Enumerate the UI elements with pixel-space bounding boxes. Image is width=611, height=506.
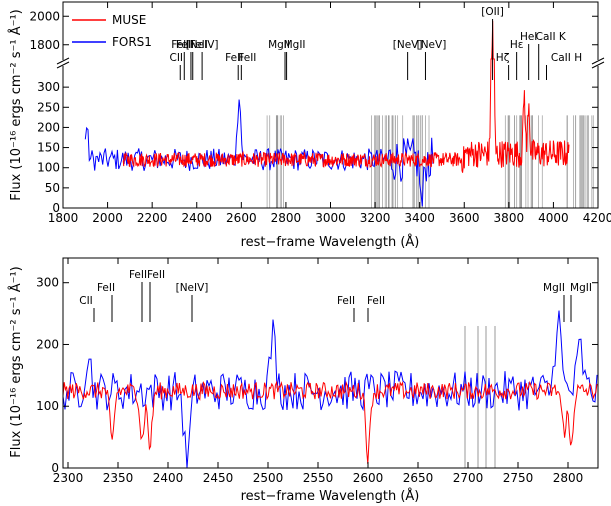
- bottom-y-ticks: 0 100 200 300: [36, 276, 598, 475]
- top-x-tick-label: 3800: [494, 211, 525, 225]
- bottom-x-tick-label: 2550: [303, 471, 334, 485]
- top-x-tick-label: 2400: [181, 211, 212, 225]
- bottom-x-tick-label: 2700: [453, 471, 484, 485]
- top-x-tick-label: 3600: [449, 211, 480, 225]
- top-x-tick-label: 3400: [404, 211, 435, 225]
- bottom-axes-frame: [62, 257, 599, 469]
- top-series-fors1: [84, 99, 434, 207]
- top-line-id-label: FeII: [225, 52, 243, 64]
- top-y-tick-label: 1800: [29, 38, 60, 52]
- bottom-x-tick-label: 2800: [553, 471, 584, 485]
- bottom-y-axis-label: Flux (10⁻¹⁶ ergs cm⁻² s⁻¹ Å⁻¹): [8, 266, 24, 458]
- bottom-line-id-label: FeII: [97, 282, 115, 294]
- top-y-tick-label: 2000: [29, 9, 60, 23]
- bottom-x-tick-label: 2600: [353, 471, 384, 485]
- top-x-tick-label: 4000: [538, 211, 569, 225]
- top-y-ticks: 0 50 100 150 200 250 300 1800 2000: [29, 9, 598, 215]
- top-x-tick-label: 3000: [315, 211, 346, 225]
- top-x-ticks: 1800 2000 2200 2400 2600 2800 3000 3200 3400 3600…: [48, 2, 611, 225]
- top-y-tick-label: 200: [37, 120, 60, 134]
- bottom-line-id-label: FeII: [147, 269, 165, 281]
- bottom-x-tick-label: 2300: [53, 471, 84, 485]
- legend-label-muse: MUSE: [112, 13, 146, 27]
- top-line-id-label: Hε: [510, 39, 524, 51]
- bottom-y-tick-label: 100: [36, 399, 59, 413]
- top-y-tick-label: 50: [45, 181, 60, 195]
- top-x-tick-label: 3200: [360, 211, 391, 225]
- bottom-x-ticks: 2300 2350 2400 2450 2500 2550 2600 2650 2700 2750…: [53, 258, 584, 485]
- top-line-id-label: FeII: [238, 52, 256, 64]
- top-y-tick-label: 150: [37, 141, 60, 155]
- bottom-x-tick-label: 2400: [153, 471, 184, 485]
- top-line-id-label: FeII: [171, 39, 189, 51]
- top-line-id-label: MgII: [268, 39, 290, 51]
- bottom-x-tick-label: 2500: [253, 471, 284, 485]
- top-line-id-label: [NeV]: [393, 39, 423, 51]
- top-y-axis-label: Flux (10⁻¹⁶ ergs cm⁻² s⁻¹ Å⁻¹): [8, 9, 24, 201]
- bottom-line-id-label: FeII: [129, 269, 147, 281]
- top-x-tick-label: 2600: [226, 211, 257, 225]
- top-x-tick-label: 2000: [92, 211, 123, 225]
- top-y-tick-label: 100: [37, 161, 60, 175]
- top-line-id-label: FeII: [190, 39, 208, 51]
- bottom-x-tick-label: 2350: [103, 471, 134, 485]
- top-x-tick-label: 2800: [271, 211, 302, 225]
- bottom-series-fors1: [63, 310, 598, 468]
- bottom-line-id-label: [NeIV]: [176, 282, 209, 294]
- top-line-id-label: MgII: [284, 39, 306, 51]
- top-line-id-label: Hζ: [496, 52, 510, 64]
- bottom-y-tick-label: 300: [36, 276, 59, 290]
- top-x-tick-label: 4200: [583, 211, 611, 225]
- bottom-y-tick-label: 200: [36, 337, 59, 351]
- bottom-x-axis-label: rest−frame Wavelength (Å): [241, 488, 420, 504]
- top-line-id-label: CaII H: [551, 52, 582, 64]
- top-y-tick-label: 250: [37, 100, 60, 114]
- bottom-line-id-label: CII: [79, 295, 93, 307]
- bottom-y-tick-label: 0: [51, 461, 59, 475]
- bottom-x-tick-label: 2450: [203, 471, 234, 485]
- bottom-line-id-label: FeII: [337, 295, 355, 307]
- top-y-tick-label: 0: [52, 201, 60, 215]
- bottom-x-tick-label: 2750: [503, 471, 534, 485]
- top-axes-frame: [62, 1, 599, 209]
- top-line-id-label: FeII: [176, 39, 194, 51]
- top-line-id-label: CaII K: [536, 31, 567, 43]
- top-y-tick-label: 300: [37, 80, 60, 94]
- top-line-id-label: HeI: [520, 31, 537, 43]
- top-line-id-label: [NeIV]: [186, 39, 219, 51]
- bottom-series-muse: [63, 380, 598, 465]
- bottom-x-tick-label: 2650: [403, 471, 434, 485]
- top-x-tick-label: 2200: [137, 211, 168, 225]
- top-x-axis-label: rest−frame Wavelength (Å): [241, 234, 420, 250]
- top-axis-break-gap: [55, 57, 606, 69]
- top-spectra: [84, 20, 570, 207]
- top-line-id-label: [NeV]: [417, 39, 447, 51]
- bottom-line-id-label: FeII: [367, 295, 385, 307]
- legend-label-fors1: FORS1: [112, 35, 152, 49]
- top-x-tick-label: 1800: [48, 211, 79, 225]
- top-line-id-label: CII: [169, 52, 183, 64]
- bottom-line-id-label: MgII: [570, 282, 592, 294]
- top-line-id-label: [OII]: [481, 6, 504, 18]
- top-series-muse: [122, 20, 570, 173]
- bottom-spectra: [63, 310, 598, 468]
- legend: MUSE FORS1: [72, 13, 152, 49]
- bottom-line-id-label: MgII: [543, 282, 565, 294]
